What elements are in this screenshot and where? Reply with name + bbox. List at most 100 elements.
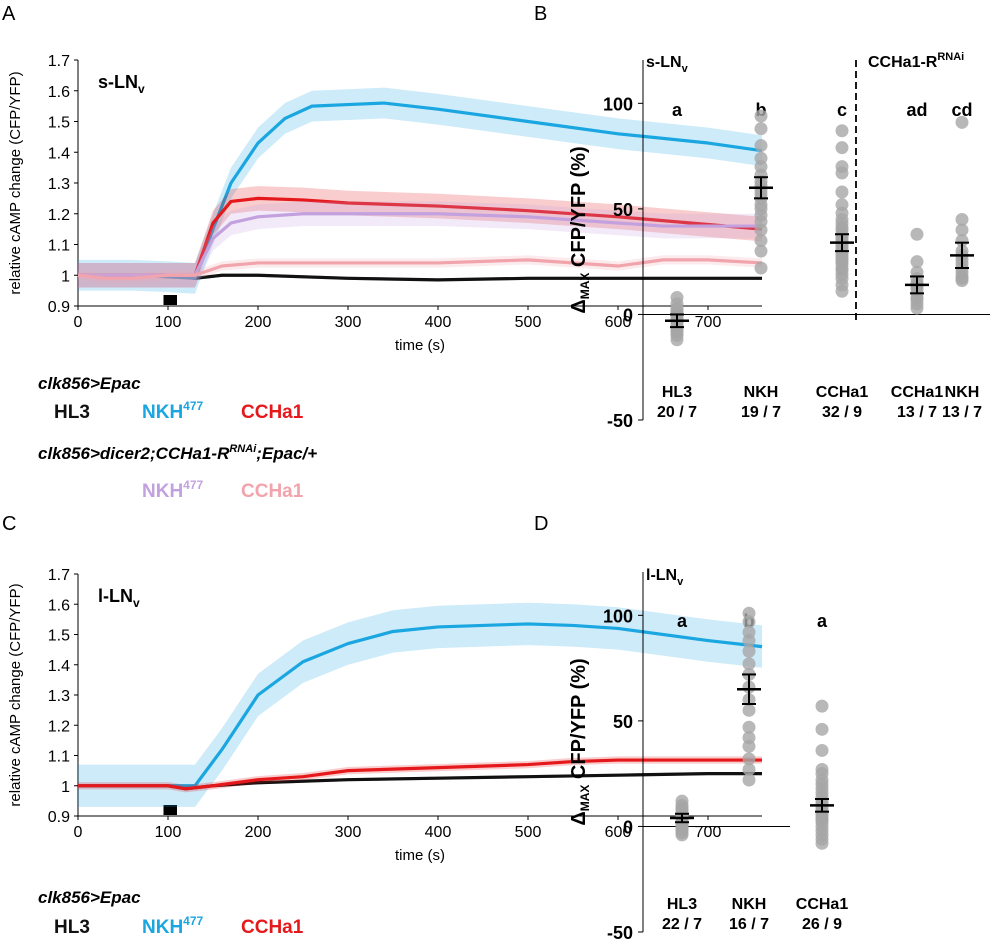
- series-line-ccha1-rnai: [77, 258, 763, 280]
- data-point: [815, 743, 829, 757]
- x-tick-label: 300: [335, 314, 362, 331]
- legend-a-genotype2: clk856>dicer2;CCHa1-RRNAi;Epac/+: [38, 443, 317, 463]
- stimulus-bar: [163, 295, 177, 305]
- x-tick-label: 400: [425, 824, 452, 841]
- y-tick-label: 1.6: [48, 84, 70, 101]
- series-line-ccha1: [78, 758, 762, 791]
- data-point: [754, 139, 768, 153]
- series-line-nkh: [78, 101, 763, 280]
- x-tick-label: 200: [245, 824, 272, 841]
- y-tick-label: 1.3: [48, 176, 70, 193]
- group-label: CCHa1: [891, 384, 944, 401]
- data-point: [955, 223, 969, 237]
- group-n: 13 / 7: [942, 404, 982, 421]
- region-label-left: s-LNv: [646, 54, 689, 75]
- y-axis-label: ΔMAX CFP/YFP (%): [568, 146, 592, 313]
- y-tick-label: 50: [613, 712, 633, 732]
- y-tick-label: 0: [623, 817, 633, 837]
- legend-c-ccha1: CCHa1: [241, 917, 304, 938]
- chart-c-line: 0.9 1 1.1 1.2 1.3 1.4 1.5 1.6 1.7 0 100 200 300 400 50…: [7, 567, 763, 864]
- data-point: [754, 223, 768, 237]
- y-tick-label: 1.2: [48, 207, 70, 224]
- data-point: [742, 773, 756, 787]
- data-point: [910, 227, 924, 241]
- legend-a-nkh-rnai: NKH477: [142, 478, 204, 502]
- group-n: 22 / 7: [662, 916, 702, 933]
- data-point: [742, 615, 756, 629]
- group-label: NKH: [732, 896, 767, 913]
- y-tick-label: 1.5: [48, 115, 70, 132]
- data-point: [754, 109, 768, 123]
- data-point: [742, 644, 756, 658]
- data-point: [835, 284, 849, 298]
- series-error-band-nkh: [78, 87, 762, 294]
- group-label: CCHa1: [816, 384, 869, 401]
- x-tick-label: 700: [695, 314, 722, 331]
- significance-letter: a: [672, 100, 683, 120]
- region-label-left: l-LNv: [646, 567, 684, 588]
- data-point: [955, 234, 969, 248]
- y-tick-label: 100: [603, 94, 633, 114]
- x-tick-label: 600: [605, 314, 632, 331]
- y-tick-label: 0.9: [48, 299, 70, 316]
- data-point: [742, 720, 756, 734]
- series-line-nkh: [78, 622, 763, 788]
- legend-c-nkh: NKH477: [142, 914, 204, 938]
- panel-label-c: C: [2, 513, 16, 535]
- y-tick-label: 1.5: [48, 628, 70, 645]
- data-point: [754, 261, 768, 275]
- legend-a-ccha1-rnai: CCHa1: [241, 481, 304, 502]
- data-point: [754, 122, 768, 136]
- y-tick-label: 0: [623, 305, 633, 325]
- data-point: [815, 836, 829, 850]
- significance-letter: cd: [951, 100, 972, 120]
- group-label: NKH: [744, 384, 779, 401]
- y-tick-label: 1.7: [48, 567, 70, 584]
- data-point: [910, 301, 924, 315]
- data-point: [835, 166, 849, 180]
- y-tick-label: 1: [61, 779, 70, 796]
- x-tick-label: 600: [605, 824, 632, 841]
- y-tick-label: 1.1: [48, 749, 70, 766]
- y-tick-label: 1.7: [48, 53, 70, 70]
- data-point: [910, 255, 924, 269]
- data-point: [835, 141, 849, 155]
- legend-a: clk856>Epac HL3 NKH477 CCHa1 clk856>dice…: [38, 374, 317, 502]
- x-tick-label: 0: [74, 314, 83, 331]
- data-point: [955, 212, 969, 226]
- chart-title: l-LNv: [98, 586, 140, 610]
- data-point: [955, 115, 969, 129]
- data-point: [742, 634, 756, 648]
- x-tick-label: 500: [515, 314, 542, 331]
- legend-c-genotype1: clk856>Epac: [38, 888, 141, 907]
- series-error-band-ccha1: [78, 756, 762, 793]
- chart-title: s-LNv: [98, 72, 145, 96]
- series-error-band-nkh_rnai: [78, 201, 762, 288]
- legend-a-genotype1: clk856>Epac: [38, 374, 141, 393]
- y-tick-label: 1.3: [48, 688, 70, 705]
- y-tick-label: 1.2: [48, 718, 70, 735]
- data-point: [742, 739, 756, 753]
- legend-a-ccha1: CCHa1: [241, 402, 304, 423]
- data-point: [742, 703, 756, 717]
- group-label: HL3: [662, 384, 692, 401]
- series-error-band-ccha1: [78, 186, 762, 288]
- y-tick-label: 0.9: [48, 809, 70, 826]
- y-tick-label: 1.6: [48, 597, 70, 614]
- data-point: [815, 722, 829, 736]
- significance-letter: a: [677, 611, 688, 631]
- group-n: 16 / 7: [729, 916, 769, 933]
- y-tick-label: -50: [607, 923, 633, 943]
- y-tick-label: 1.4: [48, 658, 70, 675]
- significance-letter: c: [837, 100, 847, 120]
- significance-letter: ad: [906, 100, 927, 120]
- panel-label-d: D: [534, 513, 548, 535]
- y-tick-label: 1.4: [48, 145, 70, 162]
- y-axis-label: ΔMAX CFP/YFP (%): [568, 658, 592, 825]
- region-label-right: CCHa1-RRNAi: [868, 51, 964, 71]
- data-point: [742, 762, 756, 776]
- legend-c-hl3: HL3: [54, 917, 90, 938]
- panel-label-a: A: [2, 3, 16, 25]
- y-tick-label: 100: [603, 606, 633, 626]
- chart-d-scatter: -50 0 50 100 ΔMAX CFP/YFP (%) l-LNv a HL3 22 / 7…: [568, 567, 848, 943]
